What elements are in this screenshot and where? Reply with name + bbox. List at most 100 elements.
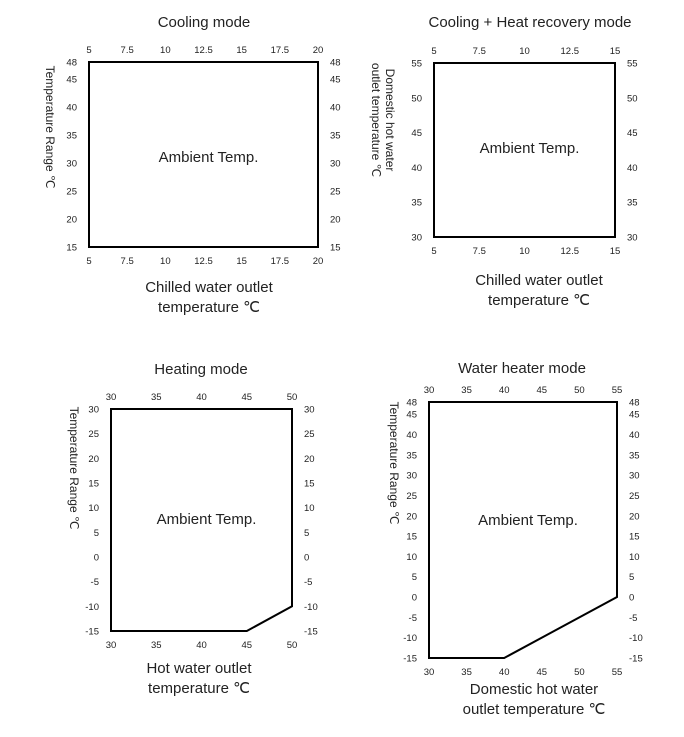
y-tick-label-left: -5: [409, 613, 417, 624]
y-axis-label-line: Temperature Range ℃: [67, 407, 81, 530]
y-tick-label-right: 48: [330, 58, 341, 69]
x-tick-label-bottom: 50: [574, 667, 585, 678]
y-tick-label-right: 30: [627, 233, 638, 244]
y-tick-label-right: 0: [629, 593, 634, 604]
y-tick-label-left: 0: [94, 553, 99, 564]
x-tick-label-bottom: 55: [612, 667, 623, 678]
y-tick-label-right: 20: [330, 214, 341, 225]
y-tick-label-right: 5: [304, 528, 309, 539]
x-tick-label-bottom: 20: [313, 256, 324, 267]
y-tick-label-right: 40: [629, 430, 640, 441]
chart-panel-4: Water heater mode30303535404045455050555…: [387, 360, 643, 718]
x-tick-label-top: 35: [461, 385, 472, 396]
x-tick-label-bottom: 10: [519, 246, 530, 257]
x-tick-label-top: 10: [519, 46, 530, 57]
chart-title: Heating mode: [154, 361, 247, 378]
x-tick-label-bottom: 5: [86, 256, 91, 267]
y-tick-label-right: 25: [304, 429, 315, 440]
y-tick-label-right: 45: [330, 74, 341, 85]
x-tick-label-bottom: 12.5: [194, 256, 213, 267]
x-tick-label-bottom: 15: [236, 256, 247, 267]
x-axis-label: Chilled water outlet: [475, 272, 603, 289]
y-tick-label-left: 40: [66, 102, 77, 113]
x-tick-label-top: 40: [499, 385, 510, 396]
y-tick-label-left: 10: [406, 552, 417, 563]
y-tick-label-left: 5: [412, 572, 417, 583]
x-tick-label-bottom: 5: [431, 246, 436, 257]
x-tick-label-top: 50: [287, 392, 298, 403]
y-tick-label-right: 10: [304, 503, 315, 514]
y-tick-label-right: -5: [304, 577, 312, 588]
y-axis-label-line: Domestic hot water: [383, 69, 397, 172]
x-tick-label-top: 45: [241, 392, 252, 403]
x-tick-label-bottom: 45: [241, 640, 252, 651]
y-tick-label-right: -15: [304, 627, 318, 638]
x-tick-label-bottom: 12.5: [561, 246, 580, 257]
y-tick-label-right: 25: [629, 491, 640, 502]
x-tick-label-bottom: 7.5: [121, 256, 134, 267]
y-tick-label-right: -10: [304, 602, 318, 613]
operating-range-envelope: [110, 408, 293, 632]
y-tick-label-right: -10: [629, 633, 643, 644]
y-tick-label-right: 30: [330, 158, 341, 169]
y-axis-label: Temperature Range ℃: [387, 402, 401, 525]
y-tick-label-left: 20: [66, 214, 77, 225]
y-tick-label-left: 50: [411, 93, 422, 104]
y-tick-label-right: 5: [629, 572, 634, 583]
y-tick-label-right: 35: [629, 450, 640, 461]
y-tick-label-right: 15: [629, 532, 640, 543]
y-tick-label-left: 10: [88, 503, 99, 514]
y-tick-label-right: 10: [629, 552, 640, 563]
x-tick-label-top: 15: [610, 46, 621, 57]
x-tick-label-top: 20: [313, 45, 324, 56]
y-tick-label-left: 45: [406, 410, 417, 421]
y-tick-label-left: -15: [403, 654, 417, 665]
operating-range-envelope: [428, 401, 618, 659]
y-tick-label-right: 55: [627, 59, 638, 70]
y-tick-label-right: 40: [330, 102, 341, 113]
x-axis-label: Hot water outlet: [146, 660, 252, 677]
x-tick-label-bottom: 30: [424, 667, 435, 678]
y-tick-label-left: 15: [406, 532, 417, 543]
y-tick-label-left: 35: [411, 198, 422, 209]
y-tick-label-right: 20: [629, 511, 640, 522]
y-tick-label-right: 45: [629, 410, 640, 421]
y-tick-label-right: 35: [330, 130, 341, 141]
y-tick-label-left: 40: [411, 163, 422, 174]
y-axis-label-line: Temperature Range ℃: [387, 402, 401, 525]
y-axis-label: Temperature Range ℃: [67, 407, 81, 530]
operating-range-envelope: [433, 62, 616, 238]
y-tick-label-left: -10: [85, 602, 99, 613]
x-tick-label-top: 5: [431, 46, 436, 57]
x-tick-label-bottom: 40: [499, 667, 510, 678]
y-tick-label-right: 50: [627, 93, 638, 104]
envelope-annotation: Ambient Temp.: [157, 511, 257, 528]
y-tick-label-left: 0: [412, 593, 417, 604]
chart-panel-1: Cooling mode 5 5 7.5 7.5 10 10 12.5 12.5 15 15 17.5…: [43, 14, 341, 316]
x-tick-label-bottom: 35: [151, 640, 162, 651]
x-tick-label-top: 10: [160, 45, 171, 56]
y-tick-label-left: 20: [88, 454, 99, 465]
y-tick-label-right: 48: [629, 398, 640, 409]
y-tick-label-right: -15: [629, 654, 643, 665]
x-tick-label-top: 12.5: [194, 45, 213, 56]
x-tick-label-bottom: 35: [461, 667, 472, 678]
y-axis-label-line: outlet temperature ℃: [369, 63, 383, 177]
y-tick-label-left: 15: [66, 243, 77, 254]
y-tick-label-right: 45: [627, 128, 638, 139]
chart-title: Water heater mode: [458, 360, 586, 377]
x-axis-label: temperature ℃: [148, 680, 250, 697]
x-axis-label: temperature ℃: [488, 292, 590, 309]
y-tick-label-left: 30: [406, 471, 417, 482]
y-tick-label-left: 35: [406, 450, 417, 461]
x-tick-label-top: 55: [612, 385, 623, 396]
x-axis-label: Domestic hot water: [470, 681, 598, 698]
envelope-annotation: Ambient Temp.: [159, 149, 259, 166]
y-tick-label-left: 45: [411, 128, 422, 139]
x-tick-label-top: 30: [106, 392, 117, 403]
y-tick-label-left: 48: [66, 58, 77, 69]
y-tick-label-left: -10: [403, 633, 417, 644]
y-tick-label-right: 35: [627, 198, 638, 209]
